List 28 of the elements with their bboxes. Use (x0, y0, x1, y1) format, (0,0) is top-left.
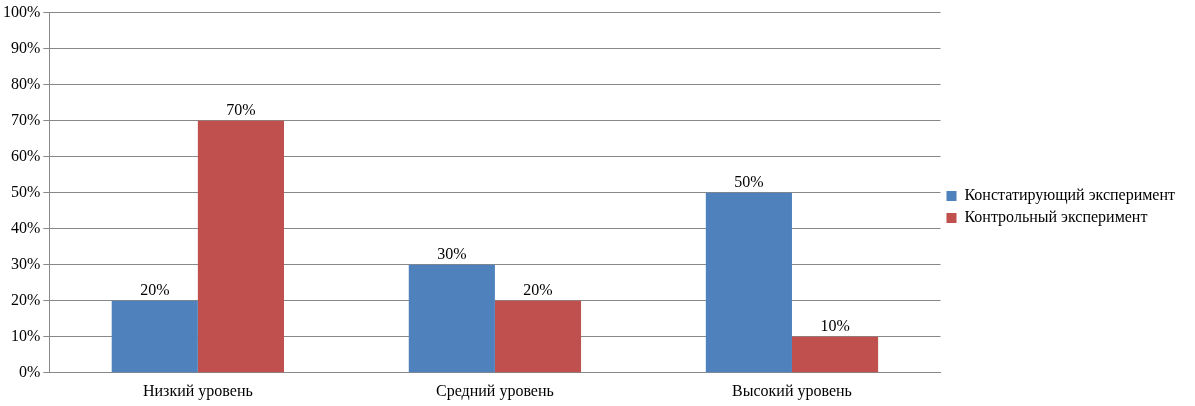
y-tick-label: 70% (11, 110, 41, 128)
data-label: 50% (734, 172, 764, 190)
y-tick-label: 50% (11, 182, 41, 200)
x-tick-label: Низкий уровень (142, 381, 253, 400)
x-tick-label: Высокий уровень (732, 381, 852, 400)
x-tick-label: Средний уровень (436, 381, 554, 400)
y-tick-label: 20% (11, 290, 41, 308)
data-label: 70% (226, 100, 256, 118)
bar (408, 264, 495, 373)
y-tick-label: 10% (11, 326, 41, 344)
data-label: 10% (820, 316, 850, 334)
bar (705, 192, 792, 373)
legend-label: Контрольный эксперимент (964, 208, 1148, 227)
y-tick-label: 30% (11, 254, 41, 272)
y-tick-label: 80% (11, 74, 41, 92)
y-tick-label: 60% (11, 146, 41, 164)
data-label: 30% (437, 244, 467, 262)
data-label: 20% (140, 280, 170, 298)
bar (111, 300, 198, 373)
bar (197, 120, 284, 373)
y-tick-label: 0% (19, 363, 41, 380)
data-label: 20% (523, 280, 553, 298)
y-tick-label: 100% (3, 2, 41, 20)
y-tick-label: 40% (11, 218, 41, 236)
bar (791, 336, 879, 373)
y-tick-label: 90% (11, 38, 41, 56)
legend-label: Констатирующий эксперимент (964, 186, 1176, 205)
bar (494, 300, 582, 373)
